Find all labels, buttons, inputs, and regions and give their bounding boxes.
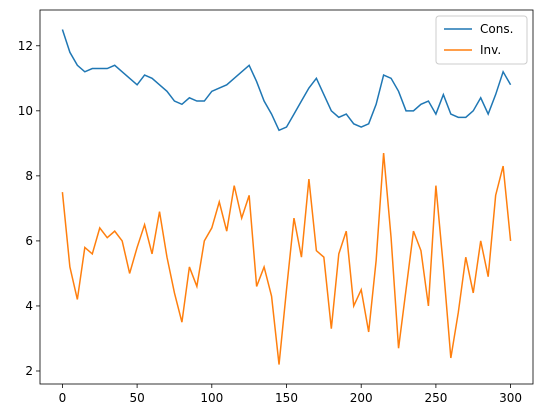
plot-frame [39, 9, 534, 385]
x-tick-label: 50 [129, 391, 144, 405]
legend-label: Cons. [480, 22, 513, 36]
x-tick-label: 250 [424, 391, 447, 405]
y-tick-label: 4 [25, 299, 33, 313]
x-tick-label: 100 [200, 391, 223, 405]
y-tick-label: 6 [25, 234, 33, 248]
y-tick-label: 2 [25, 364, 33, 378]
x-tick-label: 200 [350, 391, 373, 405]
line [61, 29, 512, 132]
x-tick-label: 0 [59, 391, 67, 405]
line [61, 153, 512, 365]
x-tick-label: 300 [499, 391, 522, 405]
x-tick-label: 150 [275, 391, 298, 405]
legend-box [435, 15, 528, 65]
legend-label: Inv. [480, 43, 501, 57]
y-tick-label: 10 [18, 104, 33, 118]
y-tick-label: 8 [25, 169, 33, 183]
y-tick-label: 12 [18, 39, 33, 53]
